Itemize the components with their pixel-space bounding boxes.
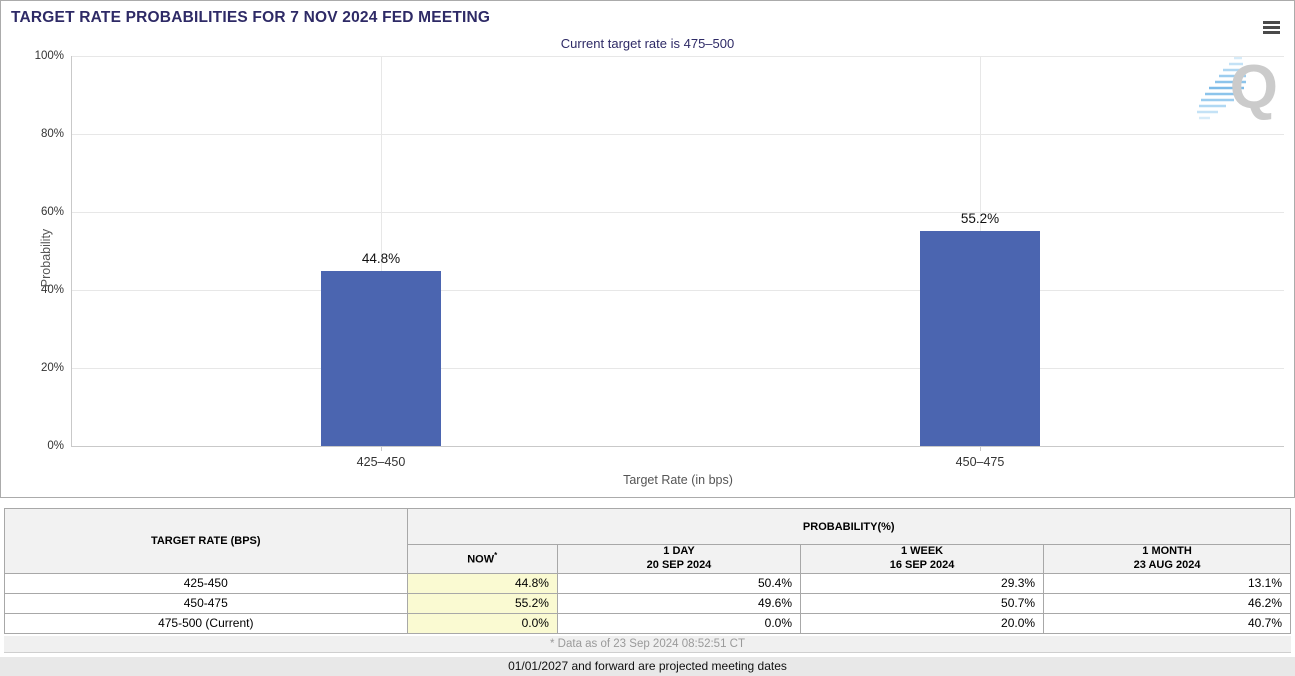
col-header-1week: 1 WEEK 16 SEP 2024: [800, 544, 1045, 574]
probability-table: TARGET RATE (BPS) PROBABILITY(%) NOW* 1 …: [4, 508, 1292, 634]
gridline: [72, 134, 1284, 135]
table-row: 450-475 55.2% 49.6% 50.7% 46.2%: [4, 592, 1291, 614]
x-axis-title: Target Rate (in bps): [623, 473, 733, 487]
x-category-label: 450–475: [955, 455, 1005, 469]
gridline: [72, 212, 1284, 213]
y-axis-title: Probability: [39, 228, 54, 288]
table-row: 425-450 44.8% 50.4% 29.3% 13.1%: [4, 572, 1291, 594]
page-title: TARGET RATE PROBABILITIES FOR 7 NOV 2024…: [11, 9, 491, 26]
x-category-label: 425–450: [356, 455, 406, 469]
day-prob-cell: 49.6%: [556, 592, 802, 614]
bar-column-425-450: 44.8%: [321, 56, 441, 446]
period-label: 1 WEEK: [900, 545, 944, 557]
hamburger-bar: [1262, 25, 1280, 29]
data-as-of-footnote: * Data as of 23 Sep 2024 08:52:51 CT: [4, 636, 1291, 653]
day-prob-cell: 50.4%: [556, 572, 802, 594]
week-prob-cell: 29.3%: [800, 572, 1045, 594]
rate-range-cell: 450-475: [4, 592, 408, 614]
bar-value-label: 55.2%: [960, 210, 1000, 226]
y-tick-label: 20%: [40, 362, 64, 374]
day-prob-cell: 0.0%: [556, 612, 802, 634]
hamburger-menu-icon[interactable]: [1260, 18, 1282, 36]
period-date: 23 AUG 2024: [1133, 558, 1201, 571]
rate-range-cell: 425-450: [4, 572, 408, 594]
month-prob-cell: 46.2%: [1043, 592, 1291, 614]
y-tick-label: 40%: [40, 284, 64, 296]
gridline: [381, 56, 382, 446]
x-tick: [980, 446, 981, 451]
watermark-stripes: [1197, 56, 1246, 120]
x-tick: [381, 446, 382, 451]
projected-dates-note: 01/01/2027 and forward are projected mee…: [0, 657, 1295, 676]
col-header-now: NOW*: [406, 544, 558, 574]
now-prob-cell: 44.8%: [406, 572, 558, 594]
now-prob-cell: 0.0%: [406, 612, 558, 634]
week-prob-cell: 20.0%: [800, 612, 1045, 634]
bar-value-label: 44.8%: [361, 251, 401, 267]
week-prob-cell: 50.7%: [800, 592, 1045, 614]
col-header-target-rate: TARGET RATE (BPS): [4, 508, 408, 574]
now-asterisk: *: [494, 551, 498, 561]
period-date: 16 SEP 2024: [889, 558, 955, 571]
now-label: NOW: [467, 554, 495, 567]
chart-subtitle: Current target rate is 475–500: [560, 36, 735, 51]
month-prob-cell: 13.1%: [1043, 572, 1291, 594]
hamburger-bar: [1262, 30, 1280, 34]
gridline: [72, 368, 1284, 369]
table-row: 475-500 (Current) 0.0% 0.0% 20.0% 40.7%: [4, 612, 1291, 634]
quikstrike-watermark-logo: Q: [1196, 55, 1278, 137]
period-label: 1 DAY: [663, 545, 695, 557]
col-header-probability: PROBABILITY(%): [406, 508, 1292, 545]
y-tick-label: 80%: [40, 128, 64, 140]
now-prob-cell: 55.2%: [406, 592, 558, 614]
col-header-1month: 1 MONTH 23 AUG 2024: [1043, 544, 1291, 574]
gridline: [72, 290, 1284, 291]
month-prob-cell: 40.7%: [1043, 612, 1291, 634]
col-header-1day: 1 DAY 20 SEP 2024: [556, 544, 802, 574]
gridline: [72, 56, 1284, 57]
rate-range-cell: 475-500 (Current): [4, 612, 408, 634]
y-tick-label: 100%: [34, 50, 64, 62]
hamburger-bar: [1262, 20, 1280, 24]
plot-area: 100% 80% 60% 40% 20% 0% Probability 44.8…: [35, 50, 1284, 487]
y-tick-label: 0%: [47, 440, 64, 452]
chart-panel: TARGET RATE PROBABILITIES FOR 7 NOV 2024…: [0, 0, 1295, 498]
bar-450-475[interactable]: [920, 230, 1040, 446]
y-tick-label: 60%: [40, 206, 64, 218]
period-label: 1 MONTH: [1142, 545, 1192, 557]
watermark-q-letter: Q: [1229, 53, 1278, 122]
bar-425-450[interactable]: [321, 271, 441, 446]
bar-column-450-475: 55.2%: [920, 56, 1040, 446]
period-date: 20 SEP 2024: [646, 558, 712, 571]
